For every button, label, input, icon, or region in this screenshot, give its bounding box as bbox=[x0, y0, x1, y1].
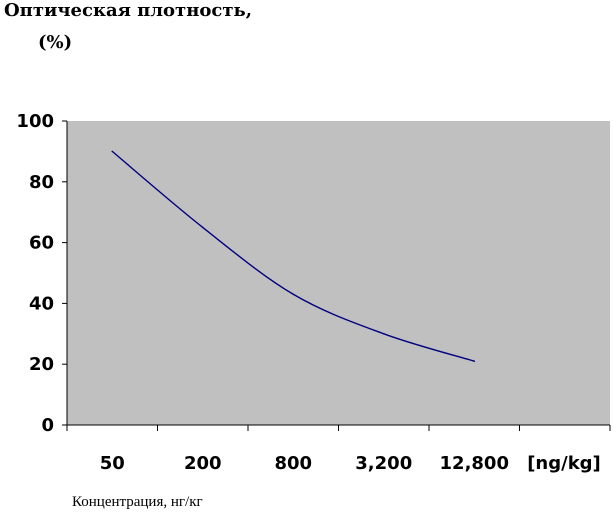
plot-area bbox=[67, 121, 610, 425]
data-point bbox=[473, 360, 476, 362]
x-tick-label: 200 bbox=[184, 453, 222, 474]
x-tick-label: 12,800 bbox=[440, 453, 509, 474]
x-axis-label: Концентрация, нг/кг bbox=[72, 494, 203, 510]
y-tick-label: 20 bbox=[29, 354, 54, 375]
series-layer bbox=[111, 150, 476, 362]
x-tick-label: 800 bbox=[274, 453, 312, 474]
y-tick-label: 60 bbox=[29, 233, 54, 254]
chart-title-line2: (%) bbox=[38, 32, 72, 53]
chart-title-line1: Оптическая плотность, bbox=[4, 0, 252, 21]
x-tick-label: 50 bbox=[100, 453, 125, 474]
data-point bbox=[292, 293, 295, 296]
x-tick-label: 3,200 bbox=[355, 453, 412, 474]
data-point bbox=[111, 150, 114, 153]
data-point bbox=[382, 333, 385, 335]
data-point bbox=[201, 226, 204, 229]
y-tick-label: 0 bbox=[41, 415, 54, 436]
x-axis: 50 200 800 3,200 12,800 bbox=[66, 424, 611, 474]
y-tick-label: 80 bbox=[29, 172, 54, 193]
y-tick-label: 40 bbox=[29, 293, 54, 314]
y-axis: 0 20 40 60 80 100 bbox=[16, 111, 68, 436]
y-tick-label: 100 bbox=[16, 111, 54, 132]
x-unit-label: [ng/kg] bbox=[527, 453, 601, 474]
